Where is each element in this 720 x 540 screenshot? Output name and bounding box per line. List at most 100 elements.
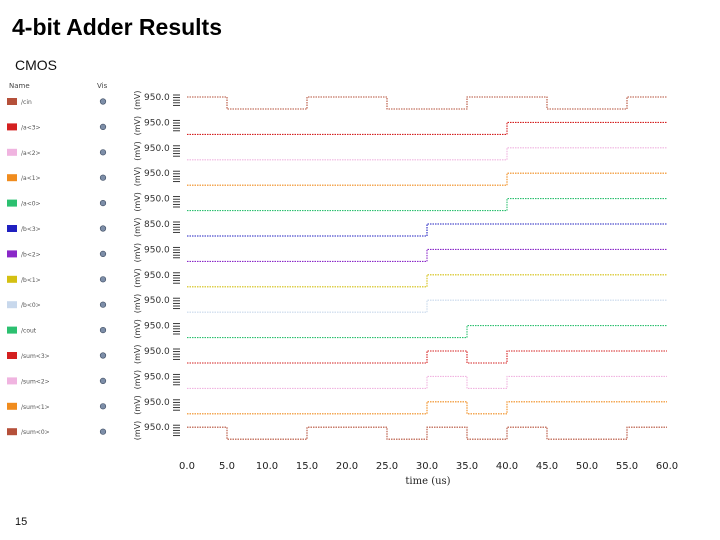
visibility-eye-icon[interactable] [99, 327, 107, 334]
value-label: 950.0 [144, 118, 170, 128]
signal-waveform [187, 350, 667, 364]
signal-color-swatch [7, 301, 17, 309]
signal-name: /sum<3> [21, 353, 50, 360]
vis-column-header: Vis [97, 82, 108, 90]
value-label: 950.0 [144, 195, 170, 205]
x-tick-label: 0.0 [179, 461, 195, 472]
signal-name: /a<1> [21, 175, 41, 182]
x-tick-label: 5.0 [219, 461, 235, 472]
signal-color-swatch [7, 275, 17, 283]
slide-title: 4-bit Adder Results [12, 14, 223, 40]
x-tick-label: 15.0 [296, 461, 318, 472]
signal-name: /b<2> [21, 251, 41, 258]
signal-color-swatch [7, 225, 17, 232]
signal-waveform [187, 121, 667, 135]
signal-name: /sum<0> [21, 429, 50, 436]
signal-row: /b<1> (mV) 950.0 [7, 268, 667, 288]
y-unit-label: (mV) [133, 344, 142, 364]
signal-row: /a<0> (mV) 950.0 [7, 192, 667, 212]
signal-waveform [187, 274, 667, 288]
signal-row: /b<2> (mV) 950.0 [7, 243, 667, 262]
value-label: 950.0 [144, 169, 170, 179]
signal-row: /b<0> (mV) 950.0 [7, 294, 667, 314]
visibility-eye-icon[interactable] [99, 403, 107, 410]
visibility-eye-icon[interactable] [99, 250, 107, 257]
visibility-eye-icon[interactable] [99, 225, 107, 232]
signal-color-swatch [7, 98, 17, 105]
signal-waveform [187, 96, 667, 110]
x-tick-label: 25.0 [376, 461, 398, 472]
signal-color-swatch [7, 326, 17, 334]
x-tick-label: 45.0 [536, 461, 558, 472]
x-axis: 0.0 5.0 10.0 15.0 20.0 25.0 30.0 35.0 40.0 45.0 50… [179, 461, 678, 487]
signal-row: /sum<2> (mV) 950.0 [7, 370, 667, 390]
signal-name: /cout [21, 328, 37, 335]
signal-waveform [187, 426, 667, 440]
signal-row: /cin (mV) 950.0 [7, 90, 667, 110]
signal-name: /sum<2> [21, 378, 50, 385]
signal-waveform [187, 248, 667, 262]
visibility-eye-icon[interactable] [99, 200, 107, 207]
signal-waveform [187, 375, 667, 389]
visibility-eye-icon[interactable] [99, 174, 107, 181]
y-unit-label: (mV) [133, 116, 142, 136]
signal-waveform [187, 401, 667, 415]
signal-name: /sum<1> [21, 404, 50, 411]
signal-color-swatch [7, 377, 17, 385]
value-label: 850.0 [144, 220, 170, 230]
signal-waveform [187, 299, 667, 313]
signal-color-swatch [7, 250, 17, 258]
value-label: 950.0 [144, 245, 170, 255]
visibility-eye-icon[interactable] [99, 98, 107, 105]
y-unit-label: (mV) [133, 370, 142, 390]
signal-row: /cout (mV) 950.0 [7, 319, 667, 339]
signal-name: /b<0> [21, 302, 41, 309]
visibility-eye-icon[interactable] [99, 276, 107, 283]
y-unit-label: (mV) [133, 141, 142, 161]
signal-row: /sum<1> (mV) 950.0 [7, 395, 667, 415]
name-column-header: Name [9, 82, 30, 90]
visibility-eye-icon[interactable] [99, 301, 107, 308]
signal-name: /a<0> [21, 201, 41, 208]
signal-name: /cin [21, 99, 32, 106]
x-tick-label: 30.0 [416, 461, 438, 472]
y-unit-label: (mV) [133, 268, 142, 288]
y-unit-label: (mV) [133, 217, 142, 237]
signal-color-swatch [7, 352, 17, 359]
visibility-eye-icon[interactable] [99, 149, 107, 156]
x-tick-label: 40.0 [496, 461, 518, 472]
value-label: 950.0 [144, 398, 170, 408]
x-tick-label: 10.0 [256, 461, 278, 472]
y-unit-label: (mV) [133, 319, 142, 339]
signal-row: /sum<0> (mV) 950.0 [7, 421, 667, 440]
y-unit-label: (mV) [133, 90, 142, 110]
y-unit-label: (mV) [133, 294, 142, 314]
signal-row: /sum<3> (mV) 950.0 [7, 344, 667, 364]
signal-color-swatch [7, 123, 17, 131]
visibility-eye-icon[interactable] [99, 352, 107, 359]
value-label: 950.0 [144, 322, 170, 332]
signal-name: /a<3> [21, 124, 41, 131]
value-label: 950.0 [144, 144, 170, 154]
value-label: 950.0 [144, 271, 170, 281]
signal-row: /b<3> (mV) 850.0 [7, 217, 667, 237]
value-label: 950.0 [144, 347, 170, 357]
x-tick-label: 60.0 [656, 461, 678, 472]
visibility-eye-icon[interactable] [99, 377, 107, 385]
signal-waveform [187, 147, 667, 161]
visibility-eye-icon[interactable] [99, 123, 107, 130]
value-label: 950.0 [144, 423, 170, 433]
signal-row: /a<2> (mV) 950.0 [7, 141, 667, 161]
signal-row: /a<3> (mV) 950.0 [7, 116, 667, 136]
signal-waveform [187, 172, 667, 186]
signal-color-swatch [7, 199, 17, 207]
visibility-eye-icon[interactable] [99, 428, 107, 435]
x-tick-label: 20.0 [336, 461, 358, 472]
value-label: 950.0 [144, 296, 170, 306]
signal-color-swatch [7, 174, 17, 182]
x-tick-label: 55.0 [616, 461, 638, 472]
slide-subtitle: CMOS [15, 57, 57, 73]
x-axis-label: time (us) [405, 476, 450, 487]
y-unit-label: (mV) [133, 192, 142, 212]
